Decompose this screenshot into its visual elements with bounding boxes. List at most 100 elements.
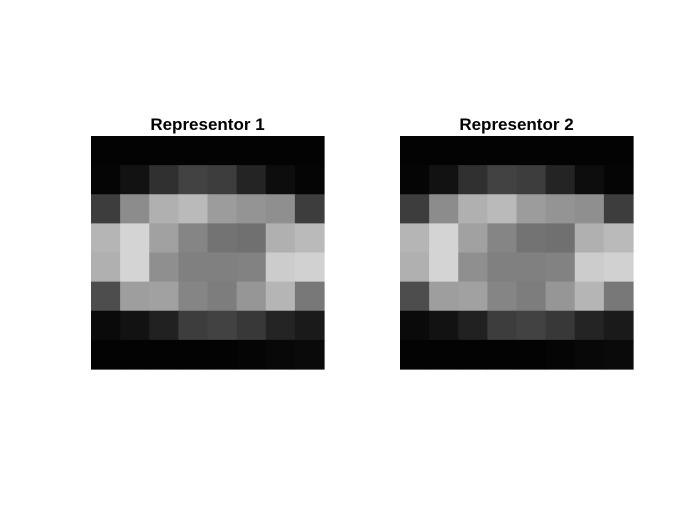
heatmap-cell-p2-r8-c4 xyxy=(487,339,518,370)
heatmap-cell-p2-r6-c3 xyxy=(458,281,488,312)
heatmap-cell-p1-r5-c2 xyxy=(120,252,150,283)
heatmap-cell-p1-r8-c6 xyxy=(236,339,267,370)
heatmap-cell-p2-r1-c4 xyxy=(487,136,518,166)
heatmap-cell-p2-r1-c7 xyxy=(574,136,605,166)
heatmap-cell-p2-r3-c8 xyxy=(603,194,634,224)
heatmap-cell-p2-r2-c2 xyxy=(429,165,459,195)
heatmap-cell-p1-r3-c2 xyxy=(120,194,150,224)
heatmap-cell-p1-r1-c2 xyxy=(120,136,150,166)
heatmap-cell-p1-r8-c8 xyxy=(294,339,325,370)
heatmap-cell-p1-r6-c6 xyxy=(236,281,267,312)
heatmap-cell-p2-r1-c5 xyxy=(516,136,547,166)
heatmap-cell-p2-r6-c8 xyxy=(603,281,634,312)
heatmap-cell-p1-r4-c3 xyxy=(149,223,179,254)
heatmap-cell-p1-r5-c5 xyxy=(207,252,238,283)
heatmap-cell-p2-r3-c7 xyxy=(574,194,605,224)
heatmap-cell-p1-r7-c8 xyxy=(294,310,325,341)
heatmap-cell-p1-r6-c5 xyxy=(207,281,238,312)
heatmap-cell-p1-r5-c1 xyxy=(91,252,121,283)
heatmap-cell-p2-r8-c6 xyxy=(545,339,576,370)
heatmap-cell-p1-r4-c7 xyxy=(265,223,296,254)
heatmap-cell-p2-r7-c5 xyxy=(516,310,547,341)
heatmap-cell-p1-r5-c4 xyxy=(178,252,209,283)
heatmap-cell-p1-r5-c3 xyxy=(149,252,179,283)
heatmap-cell-p1-r1-c6 xyxy=(236,136,267,166)
heatmap-cell-p2-r5-c7 xyxy=(574,252,605,283)
heatmap-cell-p2-r7-c4 xyxy=(487,310,518,341)
heatmap-cell-p2-r7-c1 xyxy=(400,310,430,341)
heatmap-cell-p2-r8-c7 xyxy=(574,339,605,370)
heatmap-cell-p1-r2-c3 xyxy=(149,165,179,195)
heatmap-cell-p2-r6-c6 xyxy=(545,281,576,312)
heatmap-cell-p2-r5-c2 xyxy=(429,252,459,283)
heatmap-cell-p2-r1-c1 xyxy=(400,136,430,166)
heatmap-cell-p1-r5-c6 xyxy=(236,252,267,283)
heatmap-cell-p1-r8-c4 xyxy=(178,339,209,370)
heatmap-cell-p1-r3-c1 xyxy=(91,194,121,224)
heatmap-cell-p2-r8-c5 xyxy=(516,339,547,370)
heatmap-cell-p1-r8-c1 xyxy=(91,339,121,370)
heatmap-cell-p1-r1-c7 xyxy=(265,136,296,166)
heatmap-cell-p1-r2-c6 xyxy=(236,165,267,195)
heatmap-cell-p2-r2-c8 xyxy=(603,165,634,195)
heatmap-cell-p2-r1-c2 xyxy=(429,136,459,166)
heatmap-cell-p1-r3-c6 xyxy=(236,194,267,224)
panel-title-1: Representor 1 xyxy=(150,115,264,134)
heatmap-cell-p2-r4-c1 xyxy=(400,223,430,254)
panel-title-2: Representor 2 xyxy=(459,115,573,134)
heatmap-cell-p1-r4-c4 xyxy=(178,223,209,254)
heatmap-cell-p2-r7-c2 xyxy=(429,310,459,341)
heatmap-cell-p1-r7-c3 xyxy=(149,310,179,341)
heatmap-cell-p1-r2-c8 xyxy=(294,165,325,195)
heatmap-cell-p1-r4-c6 xyxy=(236,223,267,254)
heatmap-cell-p2-r8-c1 xyxy=(400,339,430,370)
heatmap-cell-p1-r7-c1 xyxy=(91,310,121,341)
heatmap-cell-p1-r1-c8 xyxy=(294,136,325,166)
heatmap-cell-p1-r2-c1 xyxy=(91,165,121,195)
heatmap-cell-p2-r1-c8 xyxy=(603,136,634,166)
heatmap-cell-p1-r5-c8 xyxy=(294,252,325,283)
heatmap-cell-p2-r2-c4 xyxy=(487,165,518,195)
heatmap-cell-p1-r7-c5 xyxy=(207,310,238,341)
heatmap-cell-p2-r4-c4 xyxy=(487,223,518,254)
heatmap-cell-p2-r2-c6 xyxy=(545,165,576,195)
heatmap-cell-p2-r6-c1 xyxy=(400,281,430,312)
heatmap-cell-p1-r7-c6 xyxy=(236,310,267,341)
heatmap-cell-p1-r8-c3 xyxy=(149,339,179,370)
heatmap-cell-p2-r4-c3 xyxy=(458,223,488,254)
heatmap-cell-p2-r2-c3 xyxy=(458,165,488,195)
heatmap-cell-p1-r8-c7 xyxy=(265,339,296,370)
heatmap-cell-p1-r2-c5 xyxy=(207,165,238,195)
heatmap-cell-p2-r3-c2 xyxy=(429,194,459,224)
heatmap-cell-p1-r6-c1 xyxy=(91,281,121,312)
heatmap-cell-p1-r5-c7 xyxy=(265,252,296,283)
heatmap-cell-p2-r4-c6 xyxy=(545,223,576,254)
heatmap-cell-p2-r3-c6 xyxy=(545,194,576,224)
heatmap-cell-p1-r4-c5 xyxy=(207,223,238,254)
heatmap-cell-p1-r7-c4 xyxy=(178,310,209,341)
heatmap-cell-p1-r1-c5 xyxy=(207,136,238,166)
heatmap-cell-p2-r3-c4 xyxy=(487,194,518,224)
heatmap-cell-p1-r4-c1 xyxy=(91,223,121,254)
heatmap-cell-p2-r4-c8 xyxy=(603,223,634,254)
heatmap-cell-p2-r5-c4 xyxy=(487,252,518,283)
heatmap-cell-p1-r2-c7 xyxy=(265,165,296,195)
heatmap-cell-p1-r4-c2 xyxy=(120,223,150,254)
heatmap-cell-p1-r2-c2 xyxy=(120,165,150,195)
heatmap-cell-p1-r3-c3 xyxy=(149,194,179,224)
heatmap-panel-2: Representor 2 xyxy=(400,115,634,370)
heatmap-cell-p2-r1-c6 xyxy=(545,136,576,166)
heatmap-cell-p2-r3-c3 xyxy=(458,194,488,224)
heatmap-cell-p2-r3-c5 xyxy=(516,194,547,224)
heatmap-cell-p1-r3-c7 xyxy=(265,194,296,224)
heatmap-cell-p1-r4-c8 xyxy=(294,223,325,254)
heatmap-cell-p2-r7-c6 xyxy=(545,310,576,341)
heatmap-cell-p2-r6-c5 xyxy=(516,281,547,312)
heatmap-cell-p2-r7-c8 xyxy=(603,310,634,341)
heatmap-cell-p1-r3-c5 xyxy=(207,194,238,224)
heatmap-cells-2 xyxy=(400,136,634,370)
heatmap-cell-p2-r4-c2 xyxy=(429,223,459,254)
heatmap-cell-p2-r5-c3 xyxy=(458,252,488,283)
heatmap-cell-p1-r3-c4 xyxy=(178,194,209,224)
